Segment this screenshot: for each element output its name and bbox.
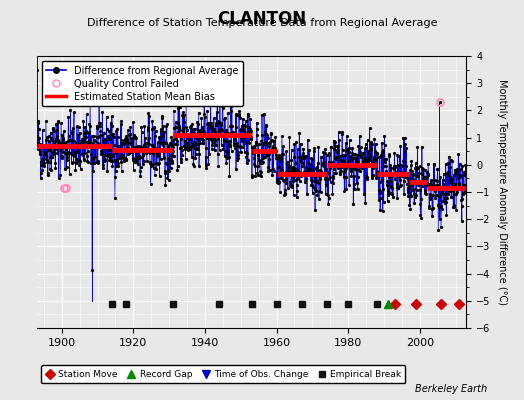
Legend: Station Move, Record Gap, Time of Obs. Change, Empirical Break: Station Move, Record Gap, Time of Obs. C… xyxy=(41,366,406,384)
Y-axis label: Monthly Temperature Anomaly Difference (°C): Monthly Temperature Anomaly Difference (… xyxy=(497,79,507,305)
Legend: Difference from Regional Average, Quality Control Failed, Estimated Station Mean: Difference from Regional Average, Qualit… xyxy=(41,61,243,106)
Text: CLANTON: CLANTON xyxy=(217,10,307,28)
Text: Difference of Station Temperature Data from Regional Average: Difference of Station Temperature Data f… xyxy=(87,18,437,28)
Text: Berkeley Earth: Berkeley Earth xyxy=(415,384,487,394)
